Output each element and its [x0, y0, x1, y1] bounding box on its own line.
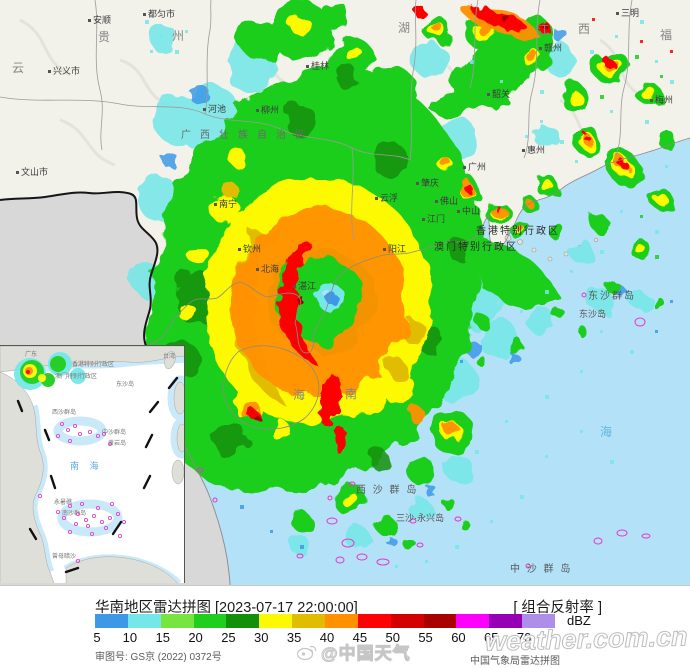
legend-tick: 20: [188, 630, 203, 645]
echo-speckles: [145, 18, 674, 568]
legend-tick: 35: [286, 630, 302, 645]
legend-tick: 60: [451, 630, 466, 645]
hainan-coast: [223, 345, 320, 430]
legend-tick: 50: [385, 630, 400, 645]
radar-map: 安顺 都匀市 兴义市 文山市 河池 柳州 桂林 三明 赣州 韶关 梅州 南宁 肇庆 云浮 广州 佛山 中山 江门惠…: [0, 0, 690, 585]
legend-swatch: [226, 614, 260, 628]
echo-blue: [162, 28, 625, 545]
radar-echo-layer: [132, 0, 676, 568]
reflectivity-colorbar: [95, 614, 556, 628]
legend-swatch: [456, 614, 490, 628]
weibo-watermark: @中国天气: [296, 639, 411, 664]
legend-swatch: [193, 614, 227, 628]
legend-tick: 15: [155, 630, 170, 645]
legend-tick: 65: [484, 630, 499, 645]
inset-map: 广东 香港特别行政区 澳门特别行政区 台湾 东沙岛 西沙群岛 中沙群岛 黄岩岛南 海永暑礁 南沙…: [0, 345, 185, 583]
echo-cyan: [132, 26, 650, 555]
inset-echo: [14, 352, 86, 390]
map-license: 审图号: GS京 (2022) 0372号: [95, 652, 222, 663]
legend-swatch: [95, 614, 128, 628]
coastline: [148, 137, 690, 354]
legend-tick: 10: [122, 630, 138, 645]
legend-tick: 25: [221, 630, 236, 645]
legend-tick: 70: [516, 630, 532, 645]
legend-swatch: [127, 614, 161, 628]
national-border: [0, 191, 159, 347]
legend-swatch: [292, 614, 326, 628]
legend-swatch: [357, 614, 391, 628]
product-title: 华南地区雷达拼图 [2023-07-17 22:00:00]: [95, 600, 358, 616]
echo-red: [248, 6, 627, 454]
legend-tick: 45: [352, 630, 368, 645]
site-watermark: weather.com.cn: [485, 621, 689, 657]
nine-dash-line: [16, 376, 179, 574]
product-type: [ 组合反射率 ]: [513, 600, 602, 616]
inset-reefs: [38, 422, 127, 563]
border-layer: [0, 0, 690, 585]
legend-tick: 40: [319, 630, 335, 645]
weibo-watermark-text: @中国天气: [321, 644, 411, 664]
weibo-icon: [296, 645, 317, 660]
legend-swatch: [259, 614, 293, 628]
legend-bar: 华南地区雷达拼图 [2023-07-17 22:00:00] [ 组合反射率 ]…: [0, 585, 690, 668]
legend-tick: 30: [254, 630, 269, 645]
inset-svg: [0, 346, 184, 583]
echo-darkred: [253, 14, 548, 420]
legend-swatch: [160, 614, 194, 628]
reef-marks: [196, 292, 651, 569]
data-source: 中国气象局雷达拼图: [470, 656, 560, 667]
legend-tick: 5: [93, 630, 101, 645]
inset-land: [0, 346, 184, 583]
legend-swatch: [522, 614, 556, 628]
legend-swatch: [489, 614, 523, 628]
colorbar-unit: dBZ: [567, 613, 591, 628]
legend-swatch: [390, 614, 424, 628]
legend-tick: 55: [418, 630, 433, 645]
legend-swatch: [423, 614, 457, 628]
colorbar-ticks: 5 10 15 20 25 30 35 40 45 50 55 60 65 70: [0, 630, 690, 645]
legend-swatch: [325, 614, 358, 628]
province-borders: [0, 0, 633, 241]
